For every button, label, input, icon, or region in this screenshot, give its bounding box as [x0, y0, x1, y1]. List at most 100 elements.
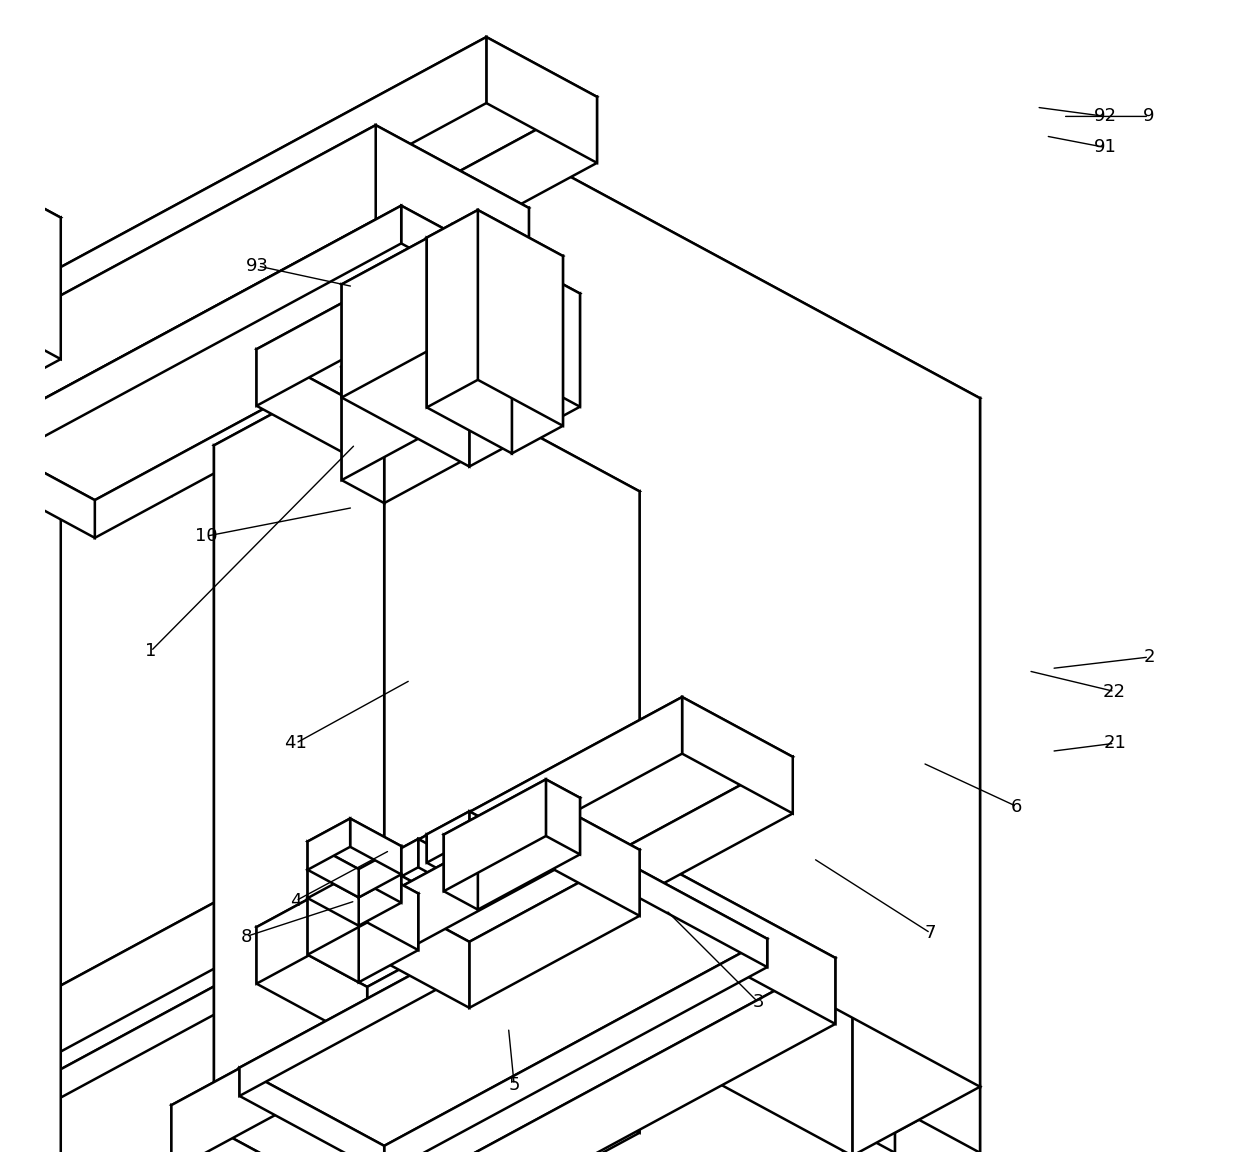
Polygon shape — [342, 225, 580, 353]
Polygon shape — [316, 1116, 537, 1153]
Polygon shape — [0, 436, 94, 537]
Polygon shape — [325, 890, 384, 950]
Polygon shape — [0, 153, 61, 287]
Polygon shape — [215, 445, 469, 1153]
Polygon shape — [512, 256, 563, 453]
Polygon shape — [622, 860, 768, 967]
Polygon shape — [453, 1116, 537, 1153]
Polygon shape — [308, 866, 367, 955]
Polygon shape — [367, 866, 418, 950]
Polygon shape — [0, 872, 427, 1153]
Polygon shape — [469, 491, 640, 1153]
Polygon shape — [299, 1087, 980, 1153]
Polygon shape — [444, 835, 477, 910]
Text: 21: 21 — [1104, 734, 1126, 752]
Polygon shape — [0, 205, 521, 500]
Polygon shape — [427, 812, 469, 862]
Polygon shape — [0, 787, 427, 1153]
Polygon shape — [384, 344, 469, 503]
Polygon shape — [444, 779, 580, 853]
Text: 5: 5 — [508, 1076, 520, 1094]
Polygon shape — [358, 894, 418, 982]
Polygon shape — [239, 860, 622, 1097]
Polygon shape — [384, 899, 427, 950]
Text: 4: 4 — [290, 892, 301, 910]
Polygon shape — [257, 698, 792, 987]
Polygon shape — [435, 872, 477, 922]
Polygon shape — [367, 958, 836, 1153]
Text: 3: 3 — [753, 993, 764, 1011]
Polygon shape — [427, 210, 563, 284]
Polygon shape — [453, 225, 580, 407]
Polygon shape — [342, 321, 427, 480]
Polygon shape — [376, 839, 477, 895]
Polygon shape — [308, 846, 350, 898]
Polygon shape — [308, 898, 358, 982]
Polygon shape — [384, 939, 768, 1153]
Polygon shape — [0, 218, 61, 428]
Polygon shape — [19, 318, 171, 496]
Polygon shape — [546, 779, 580, 854]
Polygon shape — [469, 850, 640, 1008]
Polygon shape — [427, 835, 486, 895]
Polygon shape — [384, 280, 495, 397]
Polygon shape — [257, 349, 367, 466]
Text: 93: 93 — [247, 257, 269, 274]
Polygon shape — [384, 804, 640, 942]
Polygon shape — [367, 867, 427, 927]
Polygon shape — [427, 812, 529, 867]
Polygon shape — [0, 327, 61, 1153]
Polygon shape — [0, 97, 596, 530]
Polygon shape — [427, 210, 477, 407]
Polygon shape — [308, 846, 402, 897]
Polygon shape — [554, 804, 640, 915]
Polygon shape — [239, 1068, 384, 1153]
Polygon shape — [358, 874, 402, 926]
Polygon shape — [0, 205, 402, 474]
Text: 6: 6 — [1011, 798, 1023, 815]
Text: 22: 22 — [1104, 683, 1126, 701]
Polygon shape — [384, 353, 640, 1132]
Text: 91: 91 — [1094, 138, 1117, 157]
Polygon shape — [486, 844, 529, 895]
Polygon shape — [427, 787, 980, 1153]
Polygon shape — [299, 99, 427, 857]
Text: 10: 10 — [195, 527, 217, 545]
Text: 8: 8 — [241, 927, 252, 945]
Polygon shape — [477, 210, 563, 425]
Polygon shape — [384, 896, 469, 1008]
Polygon shape — [350, 846, 402, 903]
Polygon shape — [444, 779, 546, 891]
Polygon shape — [342, 285, 469, 467]
Text: 9: 9 — [1143, 107, 1154, 126]
Polygon shape — [427, 99, 980, 1087]
Polygon shape — [325, 867, 427, 921]
Polygon shape — [427, 321, 469, 457]
Polygon shape — [469, 294, 580, 467]
Text: 1: 1 — [145, 642, 156, 661]
Polygon shape — [308, 819, 402, 869]
Polygon shape — [19, 126, 529, 401]
Polygon shape — [342, 321, 469, 390]
Polygon shape — [257, 927, 367, 1043]
Polygon shape — [308, 866, 418, 926]
Polygon shape — [469, 812, 529, 872]
Polygon shape — [257, 280, 495, 409]
Polygon shape — [215, 353, 384, 1087]
Polygon shape — [427, 238, 512, 453]
Polygon shape — [384, 804, 554, 962]
Polygon shape — [376, 862, 435, 922]
Polygon shape — [852, 398, 980, 1153]
Polygon shape — [418, 839, 477, 899]
Polygon shape — [376, 839, 418, 890]
Polygon shape — [299, 168, 852, 1153]
Polygon shape — [299, 99, 980, 467]
Polygon shape — [640, 852, 836, 1024]
Polygon shape — [308, 842, 358, 897]
Polygon shape — [171, 852, 836, 1153]
Polygon shape — [0, 872, 895, 1153]
Polygon shape — [427, 872, 895, 1153]
Text: 7: 7 — [925, 924, 936, 942]
Polygon shape — [171, 208, 529, 496]
Polygon shape — [308, 819, 350, 869]
